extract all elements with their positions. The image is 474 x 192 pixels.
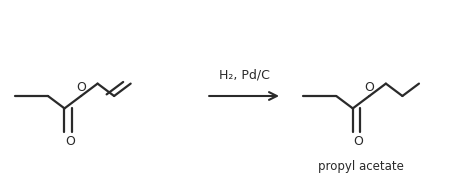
Text: O: O bbox=[354, 135, 364, 148]
Text: O: O bbox=[65, 135, 75, 148]
Text: propyl acetate: propyl acetate bbox=[318, 160, 404, 173]
Text: O: O bbox=[76, 81, 86, 94]
Text: O: O bbox=[365, 81, 374, 94]
Text: H₂, Pd/C: H₂, Pd/C bbox=[219, 69, 270, 82]
